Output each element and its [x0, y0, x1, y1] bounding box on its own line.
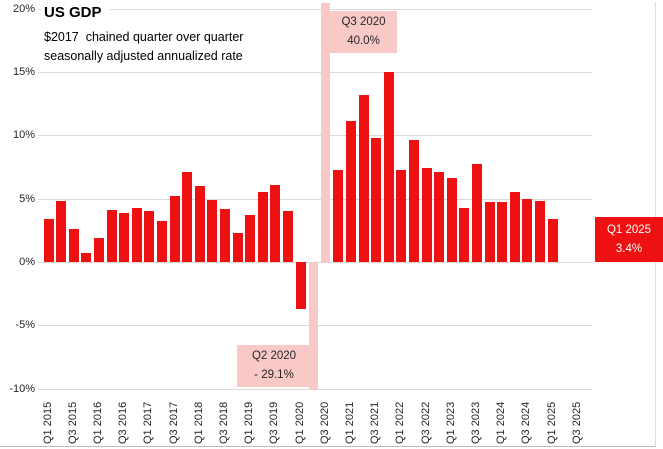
x-tick-label: Q3 2024: [520, 401, 533, 444]
gdp-bar: [257, 192, 268, 262]
gdp-bar: [497, 202, 508, 262]
x-tick-label: Q1 2019: [243, 401, 256, 444]
y-tick-label: 10%: [12, 129, 35, 142]
gdp-bar: [270, 184, 281, 262]
gdp-bar: [182, 172, 193, 262]
gdp-bar: [131, 207, 142, 262]
x-tick-label: Q3 2020: [318, 401, 331, 444]
chart-subtitle: $2017 chained quarter over quarter seaso…: [44, 28, 243, 66]
annotation-q3-2020-value: 40.0%: [347, 35, 380, 47]
y-tick-label: -10%: [9, 382, 35, 395]
chart-border-bottom: [0, 446, 656, 447]
gdp-bar: [434, 172, 445, 262]
gdp-bar: [194, 185, 205, 262]
annotation-q2-2020: Q2 2020 - 29.1%: [237, 345, 311, 387]
chart-subtitle-line2: seasonally adjusted annualized rate: [44, 49, 243, 63]
x-tick-label: Q3 2021: [369, 401, 382, 444]
annotation-q2-2020-value: - 29.1%: [254, 369, 294, 381]
gdp-bar: [333, 169, 344, 262]
gdp-bar: [43, 218, 54, 262]
annotation-q1-2025-value: 3.4%: [615, 242, 643, 255]
gdp-bar: [207, 199, 218, 262]
gdp-bar: [56, 201, 67, 262]
gdp-bar: [408, 140, 419, 262]
x-tick-label: Q3 2022: [419, 401, 432, 444]
x-tick-label: Q1 2024: [495, 401, 508, 444]
x-tick-label: Q3 2015: [66, 401, 79, 444]
x-tick-label: Q3 2025: [570, 401, 583, 444]
x-tick-label: Q1 2017: [142, 401, 155, 444]
x-tick-label: Q1 2023: [444, 401, 457, 444]
x-tick-label: Q1 2025: [545, 401, 558, 444]
gdp-bar: [522, 198, 533, 262]
y-tick-label: -5%: [15, 319, 35, 332]
gdp-bar: [534, 201, 545, 262]
gdp-bar: [68, 229, 79, 262]
gdp-bar: [245, 215, 256, 262]
gdp-bar: [484, 202, 495, 262]
gdp-bar: [509, 192, 520, 262]
x-tick-label: Q1 2016: [91, 401, 104, 444]
offscale-band-down: [308, 262, 318, 390]
gdp-bar: [358, 94, 369, 262]
gdp-bar: [383, 71, 394, 262]
x-tick-label: Q1 2022: [394, 401, 407, 444]
x-tick-label: Q3 2023: [469, 401, 482, 444]
annotation-q3-2020-label: Q3 2020: [341, 16, 386, 28]
y-tick-label: 20%: [12, 2, 35, 15]
gdp-bar: [295, 262, 306, 309]
gdp-bar: [169, 196, 180, 262]
gdp-bar: [119, 212, 130, 262]
gdp-bar: [81, 253, 92, 262]
gdp-bar: [219, 208, 230, 262]
x-tick-label: Q3 2019: [268, 401, 281, 444]
x-tick-label: Q1 2018: [192, 401, 205, 444]
x-tick-label: Q3 2018: [217, 401, 230, 444]
gdp-bar: [547, 218, 558, 262]
gdp-bar: [459, 207, 470, 262]
offscale-band-up: [321, 3, 331, 262]
gdp-bar: [446, 178, 457, 262]
gridline: [38, 71, 592, 73]
annotation-q3-2020: Q3 2020 40.0%: [330, 11, 397, 53]
gdp-bar: [156, 221, 167, 262]
annotation-q1-2025: Q1 2025 3.4%: [595, 217, 663, 262]
chart-title: US GDP: [42, 2, 110, 23]
gdp-bar: [106, 210, 117, 262]
gdp-bar: [93, 237, 104, 262]
gdp-bar: [144, 211, 155, 262]
gdp-bar: [471, 164, 482, 262]
x-tick-label: Q1 2020: [293, 401, 306, 444]
chart-subtitle-line1: $2017 chained quarter over quarter: [44, 30, 244, 44]
gdp-bar: [371, 137, 382, 262]
x-tick-label: Q3 2017: [167, 401, 180, 444]
annotation-q1-2025-label: Q1 2025: [606, 223, 652, 236]
gdp-bar: [396, 169, 407, 262]
y-tick-label: 15%: [12, 65, 35, 78]
gdp-bar: [421, 168, 432, 262]
x-tick-label: Q1 2021: [343, 401, 356, 444]
gdp-bar: [232, 232, 243, 262]
gridline: [38, 198, 592, 200]
x-tick-label: Q1 2015: [41, 401, 54, 444]
gridline: [38, 8, 592, 10]
y-tick-label: 0%: [19, 256, 35, 268]
x-tick-label: Q3 2016: [117, 401, 130, 444]
gdp-bar: [345, 121, 356, 262]
gridline: [38, 135, 592, 137]
y-tick-label: 5%: [19, 192, 35, 205]
gdp-bar: [282, 211, 293, 262]
annotation-q2-2020-label: Q2 2020: [251, 350, 297, 362]
